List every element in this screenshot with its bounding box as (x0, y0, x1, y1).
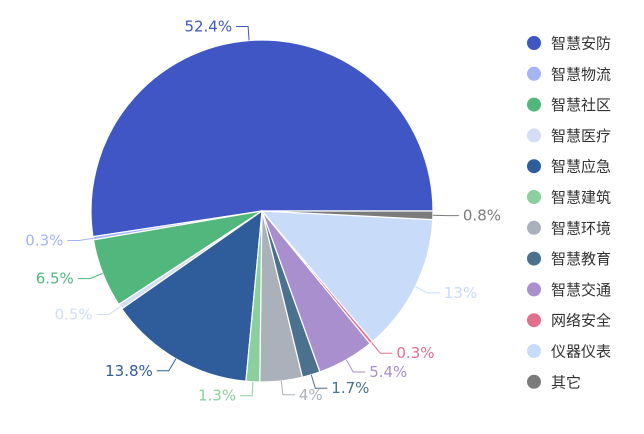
slice-11-value-label: 13% (444, 284, 477, 302)
legend-marker (527, 344, 541, 358)
slice-11-leader (415, 286, 440, 294)
legend-item-5[interactable]: 智慧应急 (527, 158, 611, 176)
legend-marker (527, 251, 541, 266)
legend-marker (527, 190, 541, 204)
slice-11-wedge (260, 210, 434, 343)
legend-item-8[interactable]: 智慧教育 (527, 250, 611, 268)
legend-item-9[interactable]: 智慧交通 (527, 281, 611, 299)
slice-9-value-label: 5.4% (369, 363, 407, 381)
slice-2-value-label: 0.3% (25, 232, 63, 250)
slice-3-value-label: 6.5% (36, 270, 74, 288)
legend-label: 智慧应急 (551, 158, 611, 176)
legend-item-3[interactable]: 智慧社区 (527, 96, 611, 114)
slice-7-leader (280, 380, 295, 396)
legend-marker (527, 36, 541, 50)
legend-item-10[interactable]: 网络安全 (527, 312, 611, 330)
legend-marker (527, 159, 541, 174)
slice-5-leader (156, 358, 177, 372)
slice-1-wedge (90, 39, 434, 238)
legend-label: 仪器仪表 (551, 343, 611, 361)
slice-6-leader (240, 381, 254, 397)
slice-1-leader (236, 26, 250, 41)
legend-label: 智慧交通 (551, 281, 611, 299)
legend-item-7[interactable]: 智慧环境 (527, 219, 611, 237)
slice-10-value-label: 0.3% (396, 344, 434, 362)
legend-marker (527, 128, 541, 143)
slice-10-leader (371, 342, 393, 354)
legend-label: 网络安全 (551, 312, 611, 330)
legend-label: 智慧环境 (551, 219, 611, 237)
slice-6-value-label: 1.3% (198, 387, 236, 405)
slice-7-value-label: 4% (299, 386, 323, 404)
slice-5-value-label: 13.8% (105, 362, 153, 380)
legend-marker (527, 282, 541, 297)
slice-4-value-label: 0.5% (55, 306, 93, 324)
legend-label: 其它 (551, 373, 581, 391)
legend-marker (527, 220, 541, 235)
legend-marker (527, 313, 541, 328)
slice-8-value-label: 1.7% (331, 379, 369, 397)
slice-8-leader (310, 374, 328, 389)
slice-labels: 52.4%0.3%6.5%0.5%13.8%1.3% 4% 1.7%5.4%0.3%… (25, 18, 501, 405)
slice-3-leader (77, 272, 103, 280)
legend-item-11[interactable]: 仪器仪表 (527, 343, 611, 361)
slice-1-value-label: 52.4% (184, 18, 232, 36)
label-leader-lines (67, 26, 459, 397)
legend-label: 智慧安防 (551, 35, 611, 53)
slice-12-value-label: 0.8% (463, 207, 501, 225)
pie-slices (90, 39, 434, 383)
legend-label: 智慧建筑 (551, 189, 611, 207)
slice-2-leader (67, 237, 94, 241)
legend-item-12[interactable]: 其它 (527, 373, 581, 391)
legend-item-2[interactable]: 智慧物流 (527, 65, 611, 83)
legend-item-1[interactable]: 智慧安防 (527, 35, 611, 53)
slice-4-leader (96, 306, 121, 315)
legend: 智慧安防智慧物流智慧社区智慧医疗智慧应急智慧建筑智慧环境智慧教育智慧交通网络安全… (527, 35, 611, 391)
legend-item-6[interactable]: 智慧建筑 (527, 189, 611, 207)
legend-item-4[interactable]: 智慧医疗 (527, 127, 611, 145)
slice-9-leader (345, 359, 366, 373)
legend-marker (527, 66, 541, 81)
legend-label: 智慧教育 (551, 250, 611, 268)
legend-marker (527, 374, 541, 389)
legend-label: 智慧物流 (551, 65, 611, 83)
legend-label: 智慧社区 (551, 96, 611, 114)
legend-marker (527, 97, 541, 112)
legend-label: 智慧医疗 (551, 127, 611, 145)
